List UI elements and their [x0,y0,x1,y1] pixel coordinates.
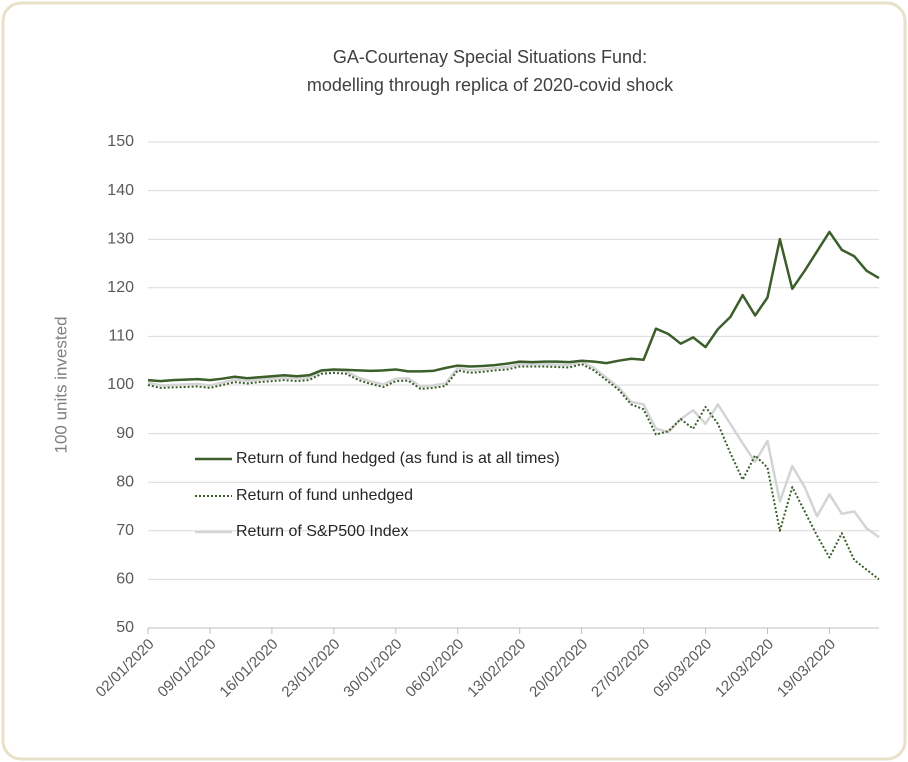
legend-label: Return of S&P500 Index [236,523,409,540]
y-tick-label: 60 [116,571,134,588]
y-tick-label: 130 [107,230,134,247]
y-tick-label: 50 [116,619,134,636]
chart-title: modelling through replica of 2020-covid … [307,75,674,95]
y-tick-label: 150 [107,133,134,150]
series-line [147,230,880,383]
series-line [147,363,880,581]
y-tick-label: 140 [107,182,134,199]
y-tick-label: 90 [116,425,134,442]
y-tick-label: 70 [116,522,134,539]
y-tick-label: 80 [116,473,134,490]
chart-title: GA-Courtenay Special Situations Fund: [333,47,647,67]
y-tick-label: 110 [108,328,134,345]
y-tick-label: 100 [107,376,134,393]
y-tick-label: 120 [107,279,134,296]
y-axis-label: 100 units invested [51,316,70,453]
legend-label: Return of fund hedged (as fund is at all… [236,450,560,467]
legend-label: Return of fund unhedged [236,487,413,504]
